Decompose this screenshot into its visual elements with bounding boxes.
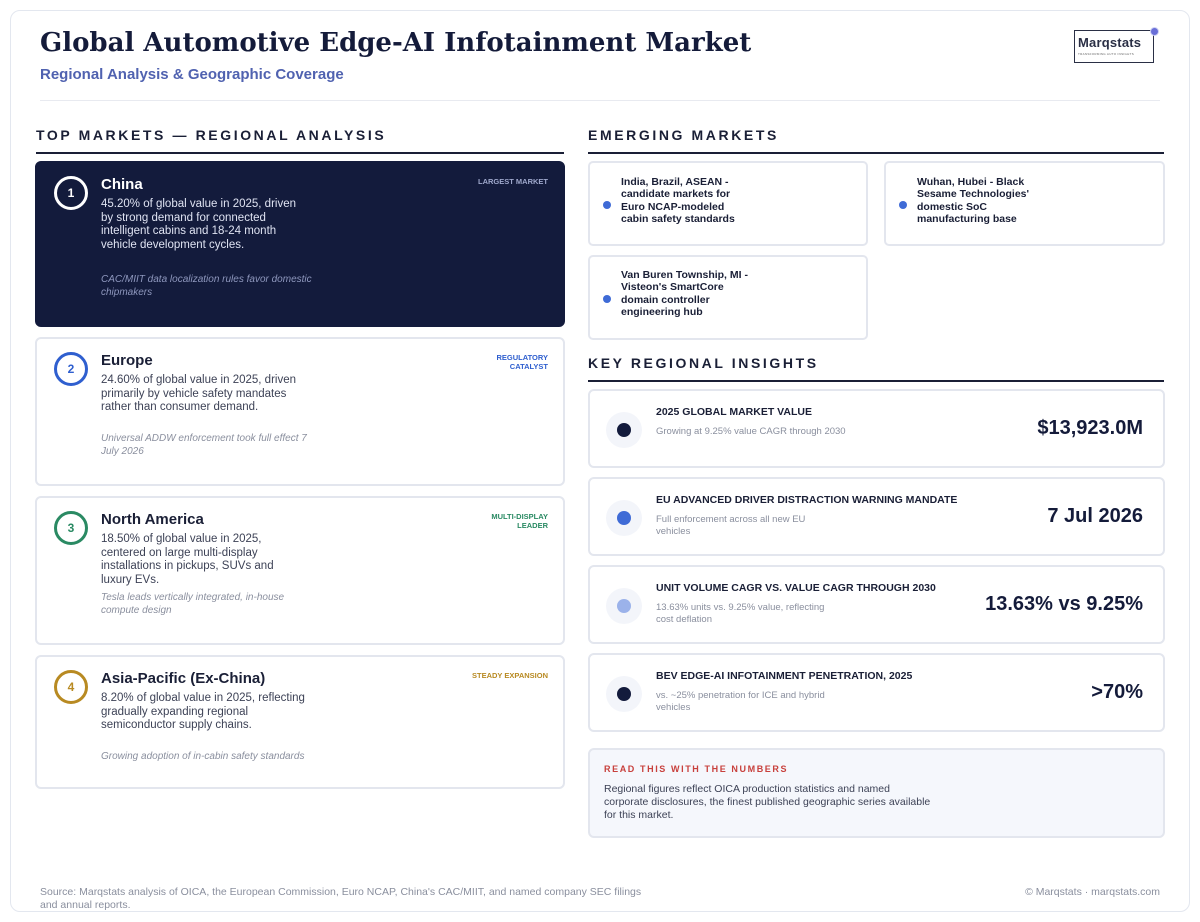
insight-subtext: Full enforcement across all new EU vehic… — [656, 514, 806, 537]
market-note: Tesla leads vertically integrated, in-ho… — [101, 592, 285, 616]
dot-icon — [617, 423, 631, 437]
rank-badge: 1 — [54, 176, 88, 210]
emerging-card: India, Brazil, ASEAN - candidate markets… — [588, 161, 868, 246]
dot-icon — [617, 511, 631, 525]
page-subtitle: Regional Analysis & Geographic Coverage — [40, 66, 344, 83]
logo-dot-icon — [1151, 28, 1158, 35]
market-description: 45.20% of global value in 2025, driven b… — [101, 198, 297, 251]
insight-marker — [606, 500, 642, 536]
top-markets-rule — [36, 152, 564, 154]
rank-badge: 2 — [54, 352, 88, 386]
note-text: Regional figures reflect OICA production… — [604, 783, 931, 821]
market-card-china: 1 China 45.20% of global value in 2025, … — [35, 161, 565, 327]
page-frame — [10, 10, 1190, 912]
emerging-card: Wuhan, Hubei - Black Sesame Technologies… — [884, 161, 1165, 246]
insight-label: 2025 GLOBAL MARKET VALUE — [656, 406, 812, 418]
insight-card: EU ADVANCED DRIVER DISTRACTION WARNING M… — [588, 477, 1165, 556]
key-insights-rule — [588, 380, 1164, 382]
insight-card: 2025 GLOBAL MARKET VALUE Growing at 9.25… — [588, 389, 1165, 468]
market-description: 8.20% of global value in 2025, reflectin… — [101, 692, 305, 731]
insight-card: BEV EDGE-AI INFOTAINMENT PENETRATION, 20… — [588, 653, 1165, 732]
emerging-markets-heading: EMERGING MARKETS — [588, 127, 779, 143]
key-insights-heading: KEY REGIONAL INSIGHTS — [588, 355, 819, 371]
market-card-europe: 2 Europe 24.60% of global value in 2025,… — [35, 337, 565, 486]
note-title: READ THIS WITH THE NUMBERS — [604, 764, 789, 774]
insight-value: 13.63% vs 9.25% — [985, 593, 1143, 615]
market-name: China — [101, 176, 143, 193]
insight-marker — [606, 588, 642, 624]
read-with-numbers-note: READ THIS WITH THE NUMBERS Regional figu… — [588, 748, 1165, 838]
market-note: CAC/MIIT data localization rules favor d… — [101, 274, 312, 298]
footer-source: Source: Marqstats analysis of OICA, the … — [40, 886, 642, 911]
top-markets-heading: TOP MARKETS — REGIONAL ANALYSIS — [36, 127, 387, 143]
emerging-markets-rule — [588, 152, 1164, 154]
logo-text: Marqstats — [1078, 35, 1142, 50]
market-description: 24.60% of global value in 2025, driven p… — [101, 374, 297, 413]
insight-label: UNIT VOLUME CAGR VS. VALUE CAGR THROUGH … — [656, 582, 936, 594]
header-divider — [40, 100, 1160, 101]
market-note: Universal ADDW enforcement took full eff… — [101, 433, 307, 457]
market-card-north-america: 3 North America 18.50% of global value i… — [35, 496, 565, 645]
dot-icon — [617, 599, 631, 613]
market-card-asia-pacific: 4 Asia-Pacific (Ex-China) 8.20% of globa… — [35, 655, 565, 789]
emerging-text: Van Buren Township, MI - Visteon's Smart… — [621, 269, 748, 319]
market-tag: STEADY EXPANSION — [472, 671, 548, 680]
insight-subtext: vs. ~25% penetration for ICE and hybrid … — [656, 690, 825, 713]
emerging-text: Wuhan, Hubei - Black Sesame Technologies… — [917, 176, 1030, 226]
logo-tagline: TRANSFORMING AUTO INSIGHTS — [1078, 52, 1135, 56]
bullet-dot-icon — [603, 295, 611, 303]
insight-value: 7 Jul 2026 — [1047, 505, 1143, 527]
insight-subtext: 13.63% units vs. 9.25% value, reflecting… — [656, 602, 825, 625]
insight-subtext: Growing at 9.25% value CAGR through 2030 — [656, 426, 846, 437]
insight-value: $13,923.0M — [1037, 417, 1143, 439]
page-title: Global Automotive Edge-AI Infotainment M… — [40, 28, 752, 58]
market-name: North America — [101, 511, 204, 528]
bullet-dot-icon — [603, 201, 611, 209]
insight-label: EU ADVANCED DRIVER DISTRACTION WARNING M… — [656, 494, 958, 506]
market-name: Asia-Pacific (Ex-China) — [101, 670, 266, 687]
insight-marker — [606, 412, 642, 448]
bullet-dot-icon — [899, 201, 907, 209]
brand-logo: Marqstats TRANSFORMING AUTO INSIGHTS — [1074, 28, 1158, 63]
insight-value: >70% — [1091, 681, 1143, 703]
rank-badge: 4 — [54, 670, 88, 704]
insight-label: BEV EDGE-AI INFOTAINMENT PENETRATION, 20… — [656, 670, 913, 682]
emerging-text: India, Brazil, ASEAN - candidate markets… — [621, 176, 735, 226]
market-description: 18.50% of global value in 2025, centered… — [101, 533, 274, 586]
market-name: Europe — [101, 352, 153, 369]
insight-card: UNIT VOLUME CAGR VS. VALUE CAGR THROUGH … — [588, 565, 1165, 644]
insight-marker — [606, 676, 642, 712]
market-tag: LARGEST MARKET — [478, 177, 548, 186]
emerging-card: Van Buren Township, MI - Visteon's Smart… — [588, 255, 868, 340]
dot-icon — [617, 687, 631, 701]
footer-copyright: © Marqstats · marqstats.com — [1025, 886, 1160, 898]
rank-badge: 3 — [54, 511, 88, 545]
market-tag: MULTI-DISPLAY LEADER — [491, 512, 548, 530]
market-tag: REGULATORY CATALYST — [496, 353, 548, 371]
market-note: Growing adoption of in-cabin safety stan… — [101, 751, 305, 762]
